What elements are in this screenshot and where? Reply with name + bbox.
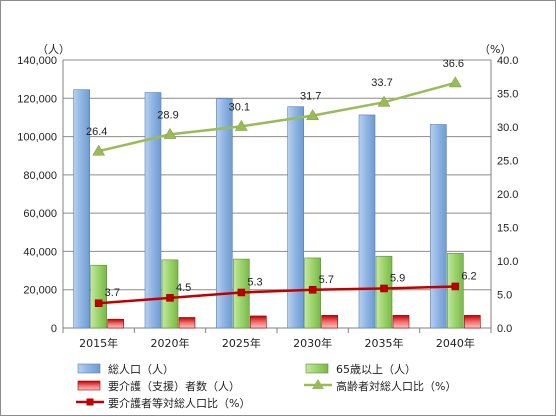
data-label: 3.7 <box>105 287 120 299</box>
data-label: 4.5 <box>176 282 191 294</box>
category-label: 2020年 <box>151 336 190 350</box>
gridlines <box>63 59 491 329</box>
data-label: 33.7 <box>371 77 392 89</box>
bars <box>73 89 481 329</box>
bar <box>430 124 447 329</box>
data-label: 5.7 <box>319 274 334 286</box>
point-marker <box>448 76 462 88</box>
category-label: 2040年 <box>436 336 475 350</box>
bar <box>178 317 196 329</box>
point-marker <box>92 144 106 156</box>
point-marker <box>377 95 391 107</box>
legend: 総人口（人） 65歳以上（人） 要介護（支援）者数（人） 高齢者対総人口比（%） 要介護… <box>76 362 456 410</box>
bar <box>358 114 376 329</box>
bar <box>392 315 410 329</box>
left-tick-label: 100,000 <box>17 132 57 144</box>
left-tick-label: 120,000 <box>17 93 57 105</box>
point-marker <box>166 294 174 302</box>
legend-swatch <box>77 363 101 374</box>
legend-label: 要介護者等対総人口比（%） <box>108 396 250 410</box>
data-label: 5.9 <box>390 272 405 284</box>
category-label: 2015年 <box>79 336 118 350</box>
left-tick-label: 0 <box>51 323 57 335</box>
bar <box>73 89 90 329</box>
data-label: 26.4 <box>86 126 107 138</box>
bar <box>144 92 162 329</box>
bar <box>321 315 338 329</box>
right-tick-label: 30.0 <box>497 122 518 134</box>
legend-swatch <box>305 363 329 374</box>
bar <box>250 315 267 329</box>
right-tick-label: 5.0 <box>497 290 512 302</box>
left-tick-label: 40,000 <box>23 246 57 258</box>
left-tick-label: 60,000 <box>23 208 57 220</box>
point-marker <box>237 288 246 297</box>
left-tick-label: 140,000 <box>17 55 57 67</box>
left-tick-label: 80,000 <box>23 170 57 182</box>
bar <box>107 318 124 329</box>
legend-label: 高齢者対総人口比（%） <box>336 379 456 393</box>
right-tick-label: 20.0 <box>497 189 518 201</box>
point-marker <box>308 286 317 294</box>
bar <box>447 253 464 329</box>
bar <box>287 106 304 329</box>
category-label: 2030年 <box>293 336 332 350</box>
right-tick-label: 15.0 <box>497 223 518 235</box>
legend-marker <box>312 379 324 389</box>
point-marker <box>234 119 248 131</box>
point-marker <box>163 127 177 139</box>
right-tick-label: 25.0 <box>497 156 518 168</box>
right-tick-label: 10.0 <box>497 256 518 268</box>
right-unit-label: （%） <box>479 43 511 56</box>
point-marker <box>380 284 388 293</box>
axes: 0 20,000 40,000 60,000 80,000 100,000 120,000 1… <box>17 43 518 350</box>
category-label: 2025年 <box>222 336 261 350</box>
left-tick-label: 20,000 <box>23 285 57 297</box>
bar <box>216 98 233 329</box>
data-label: 6.2 <box>461 270 476 282</box>
bar <box>464 315 481 329</box>
data-label: 5.3 <box>247 276 262 288</box>
bar <box>161 259 179 329</box>
point-marker <box>451 282 460 291</box>
right-tick-label: 35.0 <box>497 89 518 101</box>
left-unit-label: （人） <box>37 43 70 56</box>
legend-swatch <box>77 380 101 391</box>
right-tick-label: 0.0 <box>497 323 512 335</box>
series-line <box>98 285 456 305</box>
data-label: 30.1 <box>229 101 250 113</box>
data-label: 28.9 <box>157 109 178 121</box>
legend-marker <box>86 398 94 406</box>
point-marker <box>306 109 320 121</box>
category-label: 2035年 <box>365 336 404 350</box>
series-line <box>98 81 456 153</box>
right-tick-label: 40.0 <box>497 55 518 67</box>
legend-label: 65歳以上（人） <box>336 363 416 376</box>
lines <box>92 76 462 307</box>
point-marker <box>94 299 103 307</box>
legend-label: 要介護（支援）者数（人） <box>108 379 240 393</box>
bar <box>90 264 107 329</box>
data-label: 36.6 <box>443 58 464 70</box>
data-label: 31.7 <box>300 91 321 103</box>
data-labels: 26.4 28.9 30.1 31.7 33.7 36.6 3.7 4.5 5.3 5.7 5.9 6… <box>86 58 477 299</box>
legend-label: 総人口（人） <box>108 362 174 376</box>
